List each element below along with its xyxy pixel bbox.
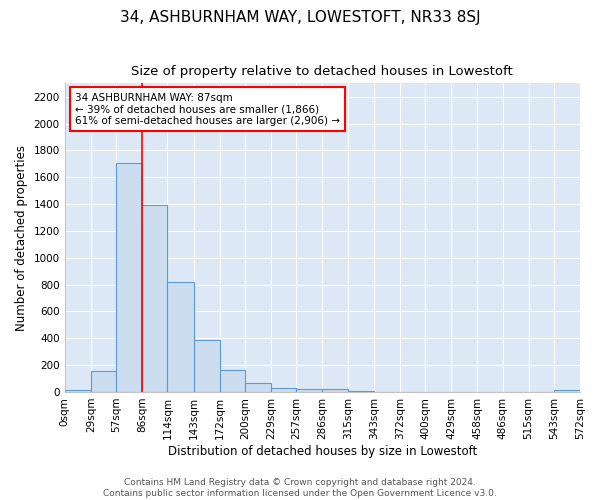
- Bar: [142, 205, 167, 392]
- Bar: [220, 370, 245, 392]
- Bar: [271, 388, 296, 392]
- X-axis label: Distribution of detached houses by size in Lowestoft: Distribution of detached houses by size …: [168, 444, 477, 458]
- Bar: [322, 390, 349, 392]
- Text: Contains HM Land Registry data © Crown copyright and database right 2024.
Contai: Contains HM Land Registry data © Crown c…: [103, 478, 497, 498]
- Text: 34 ASHBURNHAM WAY: 87sqm
← 39% of detached houses are smaller (1,866)
61% of sem: 34 ASHBURNHAM WAY: 87sqm ← 39% of detach…: [75, 92, 340, 126]
- Y-axis label: Number of detached properties: Number of detached properties: [15, 144, 28, 330]
- Bar: [91, 371, 116, 392]
- Bar: [167, 282, 193, 392]
- Text: 34, ASHBURNHAM WAY, LOWESTOFT, NR33 8SJ: 34, ASHBURNHAM WAY, LOWESTOFT, NR33 8SJ: [119, 10, 481, 25]
- Bar: [65, 390, 91, 392]
- Bar: [193, 340, 220, 392]
- Bar: [116, 162, 142, 392]
- Bar: [245, 383, 271, 392]
- Title: Size of property relative to detached houses in Lowestoft: Size of property relative to detached ho…: [131, 65, 513, 78]
- Bar: [554, 390, 580, 392]
- Bar: [296, 390, 322, 392]
